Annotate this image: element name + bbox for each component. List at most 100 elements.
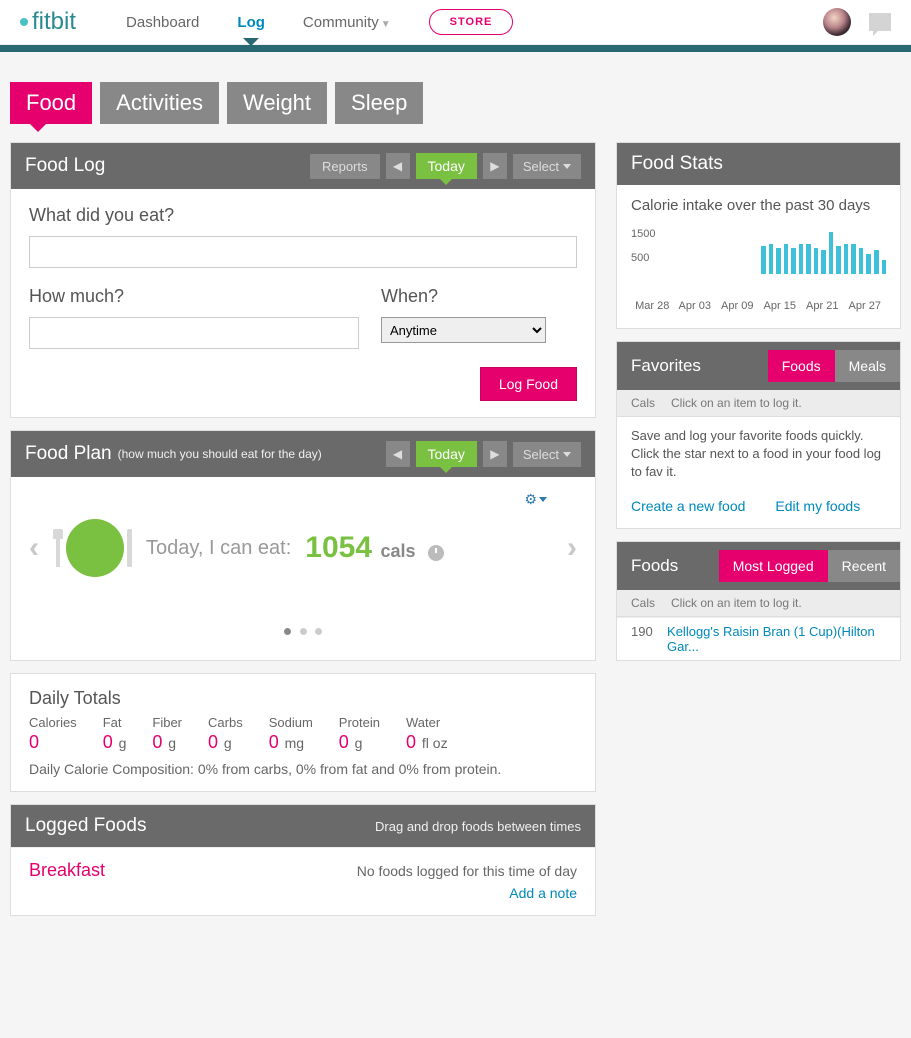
top-nav: fitbit Dashboard Log Community▼ STORE (0, 0, 911, 45)
favorites-title: Favorites (631, 356, 701, 376)
total-unit: g (220, 735, 232, 751)
plan-select-button[interactable]: Select (513, 442, 581, 467)
logged-title: Logged Foods (25, 815, 147, 837)
chat-icon[interactable] (869, 13, 891, 31)
chart-bar (851, 244, 856, 274)
reports-button[interactable]: Reports (310, 154, 380, 179)
total-label: Water (406, 715, 448, 730)
xlabel: Apr 27 (844, 300, 887, 312)
stats-subtitle: Calorie intake over the past 30 days (631, 197, 886, 214)
meal-empty-text: No foods logged for this time of day (357, 863, 577, 879)
chart-bar (776, 248, 781, 274)
chart-bar (821, 250, 826, 274)
logo[interactable]: fitbit (20, 8, 76, 36)
food-name-input[interactable] (29, 236, 577, 268)
select-date-button[interactable]: Select (513, 154, 581, 179)
plan-prev-button[interactable]: ◀ (386, 441, 410, 467)
foods-cals-label: Cals (631, 596, 671, 610)
foods-list: 190Kellogg's Raisin Bran (1 Cup)(Hilton … (617, 617, 900, 660)
total-value: 0 g (103, 732, 127, 753)
tab-food[interactable]: Food (10, 82, 92, 124)
chart-bars (671, 224, 886, 274)
foods-list-header: Cals Click on an item to log it. (617, 590, 900, 617)
chevron-down-icon: ▼ (381, 19, 391, 30)
food-stats-panel: Food Stats Calorie intake over the past … (616, 142, 901, 329)
chart-bar (814, 248, 819, 274)
edit-foods-link[interactable]: Edit my foods (775, 498, 860, 514)
calorie-chart: 1500 500 (631, 224, 886, 294)
gear-caret-icon (539, 497, 547, 502)
tab-sleep[interactable]: Sleep (335, 82, 423, 124)
foods-tab-most-logged[interactable]: Most Logged (719, 550, 828, 582)
nav-log[interactable]: Log (237, 14, 265, 31)
nav-dashboard[interactable]: Dashboard (126, 14, 199, 31)
chart-bar (866, 254, 871, 274)
food-name[interactable]: Kellogg's Raisin Bran (1 Cup)(Hilton Gar… (667, 624, 886, 654)
total-label: Fat (103, 715, 127, 730)
totals-title: Daily Totals (29, 688, 577, 709)
when-select[interactable]: Anytime (381, 317, 546, 343)
food-stats-title: Food Stats (631, 153, 723, 175)
favorites-help-text: Save and log your favorite foods quickly… (617, 417, 900, 492)
dot-2[interactable] (300, 628, 307, 635)
plan-today-button[interactable]: Today (416, 441, 477, 467)
nav-community[interactable]: Community▼ (303, 14, 391, 31)
total-unit: fl oz (418, 735, 448, 751)
store-button[interactable]: STORE (429, 9, 514, 35)
tab-activities[interactable]: Activities (100, 82, 219, 124)
ylabel-500: 500 (631, 252, 649, 264)
chart-bar (784, 244, 789, 274)
plate-icon (66, 519, 124, 577)
favorites-tab-foods[interactable]: Foods (768, 350, 835, 382)
logged-foods-panel: Logged Foods Drag and drop foods between… (10, 804, 596, 916)
clock-icon (428, 545, 444, 561)
next-day-button[interactable]: ▶ (483, 153, 507, 179)
plan-select-label: Select (523, 447, 559, 462)
chart-bar (829, 232, 834, 274)
chart-bar (882, 260, 887, 274)
food-log-title: Food Log (25, 155, 105, 177)
add-note-link[interactable]: Add a note (509, 885, 577, 901)
plan-carousel-prev[interactable]: ‹ (29, 531, 39, 565)
dot-3[interactable] (315, 628, 322, 635)
favorites-tab-meals[interactable]: Meals (835, 350, 900, 382)
total-col: Fiber0 g (152, 715, 182, 753)
prev-day-button[interactable]: ◀ (386, 153, 410, 179)
avatar[interactable] (823, 8, 851, 36)
total-label: Sodium (269, 715, 313, 730)
logged-hint: Drag and drop foods between times (375, 819, 581, 834)
create-food-link[interactable]: Create a new food (631, 498, 745, 514)
tab-weight[interactable]: Weight (227, 82, 327, 124)
totals-composition: Daily Calorie Composition: 0% from carbs… (29, 761, 577, 777)
foods-panel: Foods Most Logged Recent Cals Click on a… (616, 541, 901, 661)
today-button[interactable]: Today (416, 153, 477, 179)
total-unit: g (351, 735, 363, 751)
plan-next-button[interactable]: ▶ (483, 441, 507, 467)
xlabel: Apr 15 (759, 300, 802, 312)
dot-1[interactable] (284, 628, 291, 635)
chart-bar (799, 244, 804, 274)
totals-grid: Calories0 Fat0 gFiber0 gCarbs0 gSodium0 … (29, 715, 577, 753)
food-row[interactable]: 190Kellogg's Raisin Bran (1 Cup)(Hilton … (617, 617, 900, 660)
caret-down-icon (563, 452, 571, 457)
total-value: 0 g (339, 732, 380, 753)
food-log-panel: Food Log Reports ◀ Today ▶ Select What d… (10, 142, 596, 418)
when-label: When? (381, 286, 577, 307)
logged-foods-header: Logged Foods Drag and drop foods between… (11, 805, 595, 847)
total-col: Sodium0 mg (269, 715, 313, 753)
caret-down-icon (563, 164, 571, 169)
favorites-list-header: Cals Click on an item to log it. (617, 390, 900, 417)
total-value: 0 g (152, 732, 182, 753)
xlabel: Apr 03 (674, 300, 717, 312)
foods-tab-recent[interactable]: Recent (828, 550, 900, 582)
fav-hint: Click on an item to log it. (671, 396, 802, 410)
log-food-button[interactable]: Log Food (480, 367, 577, 401)
food-amount-input[interactable] (29, 317, 359, 349)
logo-dot-icon (20, 18, 28, 26)
total-label: Calories (29, 715, 77, 730)
gear-icon[interactable]: ⚙ (524, 491, 547, 508)
nav-log-label: Log (237, 14, 265, 31)
total-label: Carbs (208, 715, 243, 730)
plan-carousel-next[interactable]: › (567, 531, 577, 565)
xlabel: Apr 21 (801, 300, 844, 312)
